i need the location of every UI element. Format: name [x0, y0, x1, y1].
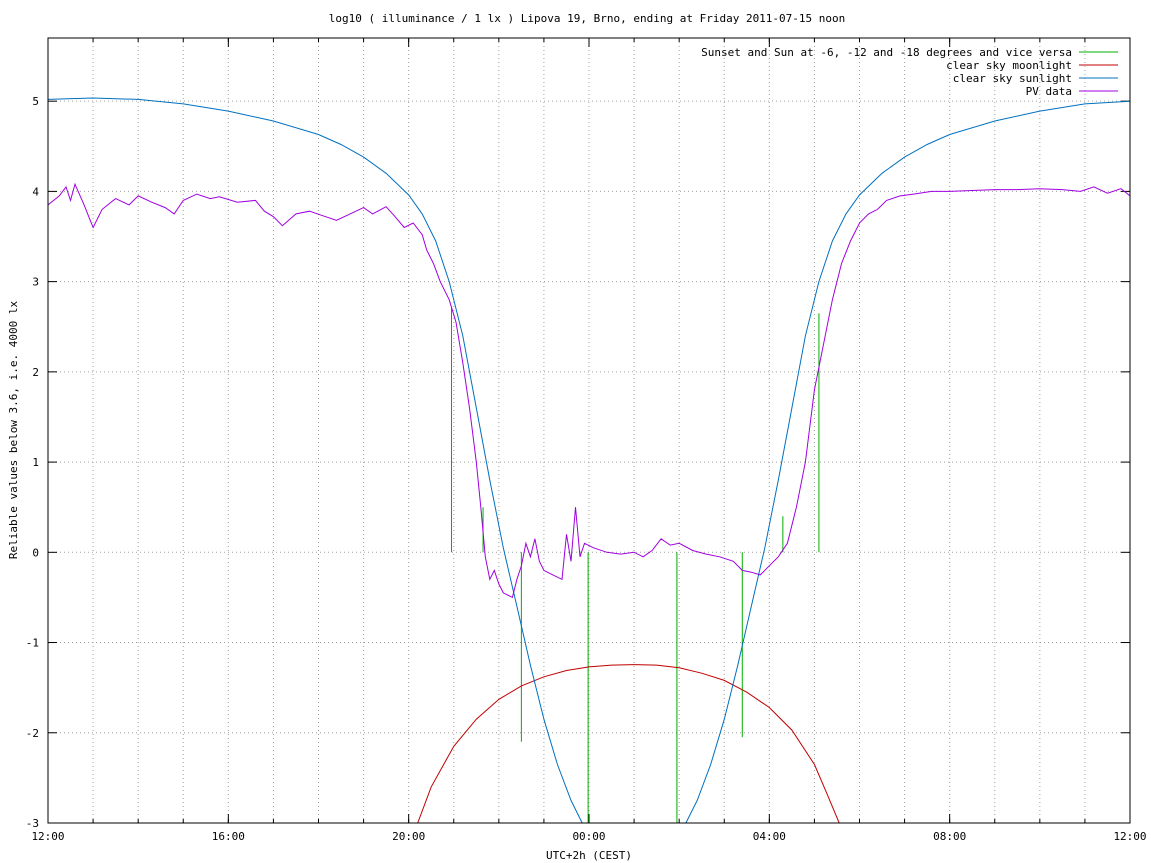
y-tick-label: 0: [32, 546, 39, 559]
grid-lines: [48, 38, 1130, 823]
legend-label: clear sky moonlight: [946, 59, 1072, 72]
series-line-1: [417, 664, 840, 823]
plot-frame: [47, 37, 1131, 824]
y-tick-label: -3: [26, 817, 39, 830]
x-tick-label: 00:00: [572, 830, 605, 843]
x-tick-label: 08:00: [933, 830, 966, 843]
x-tick-label: 16:00: [212, 830, 245, 843]
axis-ticks: 12:00 16:00 20:00 00:00 04:00 08:00 12:00 5 4 3 2 1…: [26, 38, 1147, 843]
x-tick-label: 20:00: [392, 830, 425, 843]
y-tick-label: 5: [32, 95, 39, 108]
y-tick-label: 3: [32, 276, 39, 289]
series-line-3: [48, 182, 1130, 599]
y-tick-label: 1: [32, 456, 39, 469]
legend-label: clear sky sunlight: [953, 72, 1072, 85]
x-tick-label: 12:00: [1113, 830, 1146, 843]
legend-label: PV data: [1026, 85, 1072, 98]
legend-label: Sunset and Sun at -6, -12 and -18 degree…: [701, 46, 1072, 59]
y-tick-label: 4: [32, 185, 39, 198]
x-axis-label: UTC+2h (CEST): [546, 849, 632, 862]
series-line-2: [48, 97, 1130, 823]
chart-title: log10 ( illuminance / 1 lx ) Lipova 19, …: [329, 12, 846, 25]
y-tick-label: -1: [26, 637, 39, 650]
y-tick-label: -2: [26, 727, 39, 740]
y-tick-label: 2: [32, 366, 39, 379]
y-axis-label: Reliable values below 3.6, i.e. 4000 lx: [7, 300, 20, 559]
legend: Sunset and Sun at -6, -12 and -18 degree…: [701, 46, 1118, 98]
x-tick-label: 04:00: [753, 830, 786, 843]
x-tick-label: 12:00: [31, 830, 64, 843]
series-layer: [48, 97, 1130, 823]
